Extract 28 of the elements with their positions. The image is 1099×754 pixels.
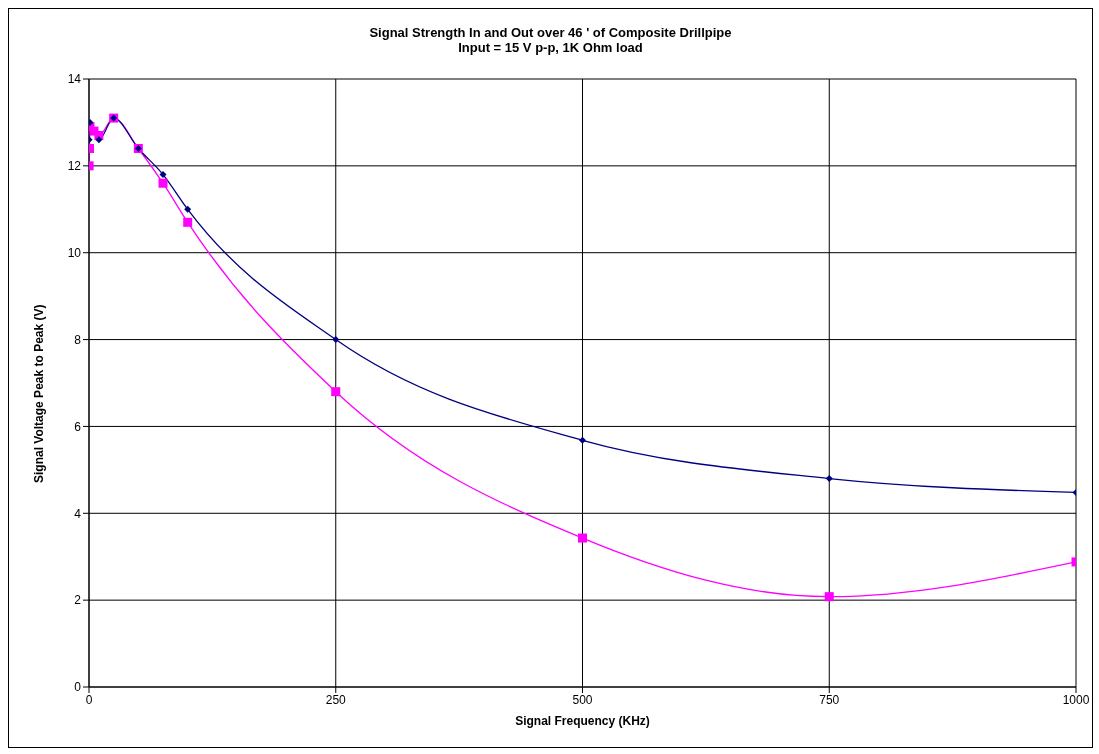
point xyxy=(332,336,340,344)
y-tick-label: 6 xyxy=(74,419,82,434)
point xyxy=(579,436,586,444)
point xyxy=(825,475,833,483)
point xyxy=(183,217,193,227)
x-tick-label: 250 xyxy=(325,692,347,707)
y-tick-label: 2 xyxy=(74,593,82,608)
y-axis-title: Signal Voltage Peak to Peak (V) xyxy=(32,304,47,483)
y-tick-label: 4 xyxy=(74,506,82,521)
y-tick-label: 14 xyxy=(67,72,82,87)
x-tick-label: 500 xyxy=(572,692,593,707)
chart-subtitle: Input = 15 V p-p, 1K Ohm load xyxy=(457,40,644,55)
point xyxy=(824,592,834,602)
y-tick-label: 8 xyxy=(74,332,82,347)
point xyxy=(158,178,168,188)
x-tick-label: 750 xyxy=(819,692,840,707)
x-tick-label: 0 xyxy=(85,692,93,707)
y-tick-label: 0 xyxy=(74,680,82,695)
chart-title: Signal Strength In and Out over 46 ' of Composite Drillpipe xyxy=(368,25,733,40)
point xyxy=(95,136,103,144)
y-tick-label: 10 xyxy=(67,245,82,260)
point xyxy=(184,205,192,213)
point xyxy=(159,171,167,179)
point xyxy=(331,387,341,397)
x-tick-label: 1000 xyxy=(1062,692,1090,707)
point xyxy=(578,533,587,543)
x-axis-title: Signal Frequency (KHz) xyxy=(515,714,650,728)
y-tick-label: 12 xyxy=(67,159,82,174)
